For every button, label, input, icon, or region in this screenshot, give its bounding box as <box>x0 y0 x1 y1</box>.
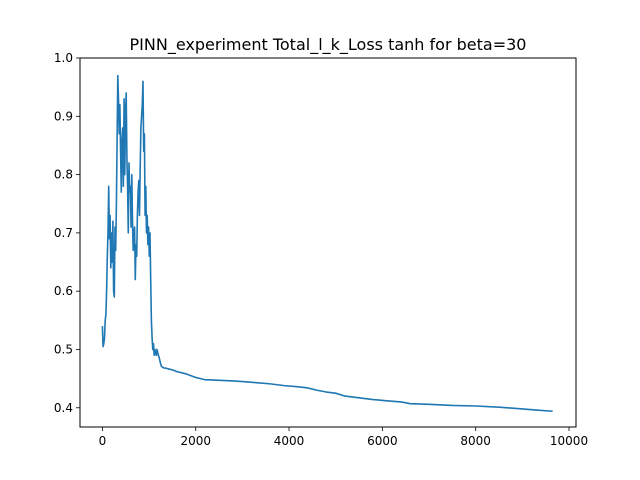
loss-series-line <box>101 74 553 413</box>
y-tick-label: 0.8 <box>54 168 73 182</box>
x-tick-label: 4000 <box>274 434 305 448</box>
y-axis-ticks: 0.4 0.5 0.6 0.7 0.8 0.9 1.0 <box>54 51 80 415</box>
series-layer <box>101 74 553 413</box>
x-tick-label: 10000 <box>550 434 588 448</box>
y-tick-label: 1.0 <box>54 51 73 65</box>
y-tick-label: 0.7 <box>54 226 73 240</box>
plot-frame <box>79 57 577 428</box>
x-axis-ticks: 0 2000 4000 6000 8000 10000 <box>99 427 588 448</box>
y-tick-label: 0.4 <box>54 401 73 415</box>
y-tick-label: 0.5 <box>54 342 73 356</box>
y-tick-label: 0.6 <box>54 284 73 298</box>
x-tick-label: 0 <box>99 434 107 448</box>
x-tick-label: 8000 <box>460 434 491 448</box>
x-tick-label: 2000 <box>180 434 211 448</box>
chart-title: PINN_experiment Total_l_k_Loss tanh for … <box>130 35 527 55</box>
y-tick-label: 0.9 <box>54 109 73 123</box>
x-tick-label: 6000 <box>367 434 398 448</box>
